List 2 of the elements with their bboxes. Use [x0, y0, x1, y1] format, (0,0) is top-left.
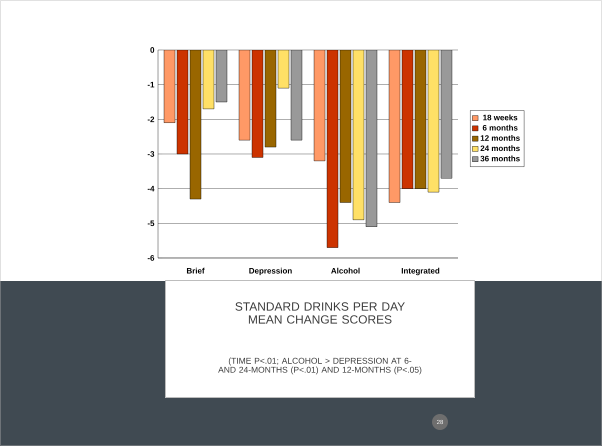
text: (TIME P<.01; ALCOHOL > DEPRESSION AT 6- AND 24-MONTHS (P<.01) AND 12-MONTHS (P<.05)	[218, 358, 422, 374]
text: STANDARD DRINKS PER DAY MEAN CHANGE SCORES	[235, 302, 405, 324]
